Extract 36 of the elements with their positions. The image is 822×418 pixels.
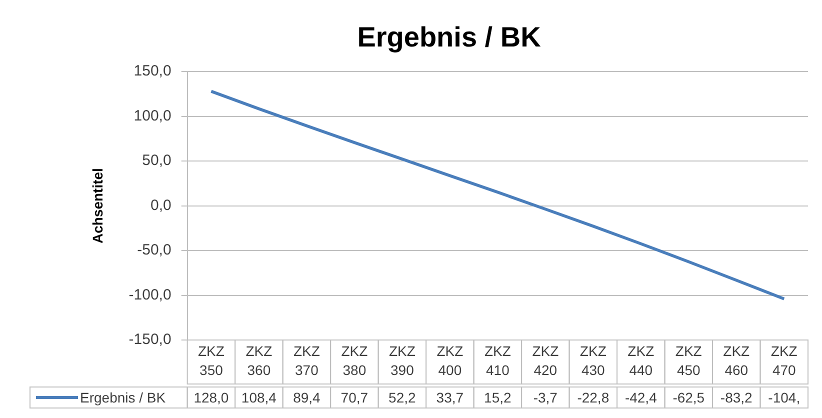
data-label: 52,2 <box>388 389 416 406</box>
x-tick-label: ZKZ 380 <box>341 342 368 378</box>
data-label: 15,2 <box>484 389 512 406</box>
data-label: -3,7 <box>533 389 558 406</box>
data-label: -83,2 <box>720 389 753 406</box>
data-label: 33,7 <box>436 389 464 406</box>
data-label: -42,4 <box>624 389 658 406</box>
x-tick-label: ZKZ 350 <box>198 342 225 378</box>
y-tick-label: -100,0 <box>128 286 172 304</box>
data-label: -22,8 <box>577 389 610 406</box>
x-tick-label: ZKZ 400 <box>436 342 464 378</box>
y-tick-label: 0,0 <box>150 196 172 214</box>
data-label: 89,4 <box>293 389 321 406</box>
chart-title: Ergebnis / BK <box>357 22 541 53</box>
data-label: -104, <box>768 389 800 406</box>
x-tick-label: ZKZ 470 <box>770 342 798 378</box>
data-label: 128,0 <box>194 389 229 406</box>
x-tick-label: ZKZ 450 <box>675 342 702 378</box>
x-tick-label: ZKZ 360 <box>246 342 273 378</box>
y-tick-label: -50,0 <box>137 242 172 259</box>
legend-label: Ergebnis / BK <box>80 389 166 406</box>
x-tick-label: ZKZ 460 <box>723 342 750 378</box>
y-tick-label: -150,0 <box>128 331 172 348</box>
y-tick-label: 50,0 <box>142 152 172 170</box>
x-tick-label: ZKZ 430 <box>580 342 607 378</box>
x-tick-label: ZKZ 410 <box>484 342 512 378</box>
x-tick-label: ZKZ 390 <box>388 342 416 378</box>
data-label: 70,7 <box>340 389 368 406</box>
data-label: -62,5 <box>672 389 705 406</box>
y-tick-label: 150,0 <box>134 62 172 80</box>
x-tick-label: ZKZ 440 <box>628 342 655 378</box>
x-tick-label: ZKZ 420 <box>532 342 560 378</box>
y-axis-title: Achsentitel <box>89 168 106 244</box>
x-tick-label: ZKZ 370 <box>293 342 320 378</box>
data-label: 108,4 <box>241 389 277 406</box>
y-tick-label: 100,0 <box>134 107 172 124</box>
